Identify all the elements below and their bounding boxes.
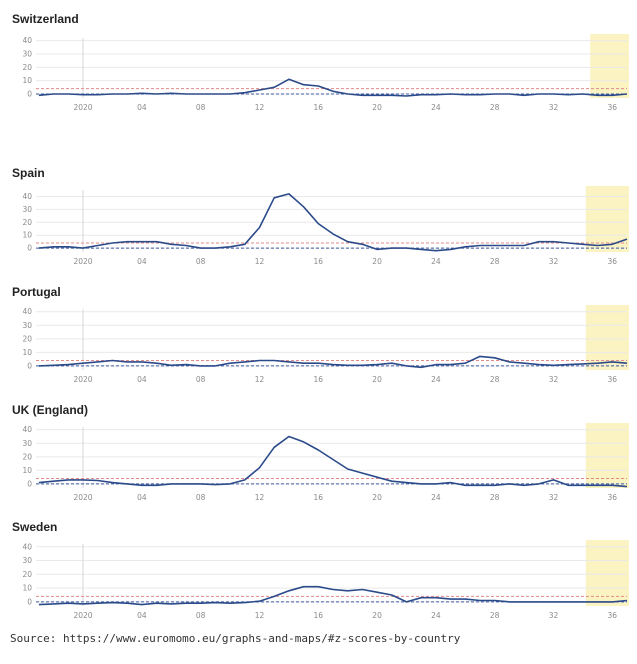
y-tick-label: 40 bbox=[22, 192, 32, 201]
x-tick-label: 08 bbox=[196, 375, 206, 384]
recent-period-shade bbox=[585, 305, 629, 370]
x-tick-label: 36 bbox=[608, 493, 618, 502]
y-tick-label: 20 bbox=[22, 452, 32, 461]
x-tick-label: 20 bbox=[372, 103, 382, 112]
y-tick-label: 10 bbox=[22, 231, 32, 240]
chart-title: Switzerland bbox=[12, 12, 79, 26]
y-tick-label: 30 bbox=[22, 321, 32, 330]
y-tick-label: 20 bbox=[22, 218, 32, 227]
x-tick-label: 12 bbox=[255, 493, 265, 502]
x-tick-label: 12 bbox=[255, 375, 265, 384]
chart-title: Portugal bbox=[12, 285, 61, 299]
x-tick-label: 20 bbox=[372, 375, 382, 384]
y-tick-label: 0 bbox=[27, 90, 32, 99]
x-tick-label: 2020 bbox=[73, 611, 92, 620]
x-tick-label: 12 bbox=[255, 611, 265, 620]
x-tick-label: 04 bbox=[137, 375, 147, 384]
x-tick-label: 32 bbox=[549, 103, 559, 112]
x-tick-label: 28 bbox=[490, 257, 500, 266]
x-tick-label: 04 bbox=[137, 103, 147, 112]
y-tick-label: 10 bbox=[22, 76, 32, 85]
y-tick-label: 30 bbox=[22, 205, 32, 214]
x-tick-label: 08 bbox=[196, 103, 206, 112]
chart-title: Sweden bbox=[12, 520, 58, 534]
recent-period-shade bbox=[585, 540, 629, 606]
x-tick-label: 16 bbox=[313, 375, 323, 384]
series-line bbox=[38, 355, 628, 369]
x-tick-label: 28 bbox=[490, 611, 500, 620]
y-tick-label: 40 bbox=[22, 36, 32, 45]
line-chart: 0 10 20 30 40 2020 04 08 12 16 20 24 28 32 36 bbox=[22, 305, 629, 384]
line-chart: 0 10 20 30 40 2020 04 08 12 16 20 24 28 32 36 bbox=[22, 540, 629, 620]
x-tick-label: 20 bbox=[372, 493, 382, 502]
x-tick-label: 36 bbox=[608, 375, 618, 384]
y-tick-label: 0 bbox=[27, 244, 32, 253]
x-tick-label: 24 bbox=[431, 103, 441, 112]
x-tick-label: 04 bbox=[137, 257, 147, 266]
x-tick-label: 32 bbox=[549, 611, 559, 620]
x-tick-label: 36 bbox=[608, 257, 618, 266]
y-tick-label: 0 bbox=[27, 479, 32, 488]
x-tick-label: 24 bbox=[431, 257, 441, 266]
x-tick-label: 2020 bbox=[73, 103, 92, 112]
y-tick-label: 20 bbox=[22, 63, 32, 72]
y-tick-label: 30 bbox=[22, 556, 32, 565]
x-tick-label: 16 bbox=[313, 103, 323, 112]
y-tick-label: 40 bbox=[22, 542, 32, 551]
series-line bbox=[38, 585, 628, 606]
y-tick-label: 20 bbox=[22, 334, 32, 343]
x-tick-label: 28 bbox=[490, 103, 500, 112]
x-tick-label: 24 bbox=[431, 611, 441, 620]
x-tick-label: 20 bbox=[372, 257, 382, 266]
x-tick-label: 16 bbox=[313, 257, 323, 266]
source-caption: Source: https://www.euromomo.eu/graphs-a… bbox=[10, 632, 461, 645]
y-tick-label: 30 bbox=[22, 439, 32, 448]
y-tick-label: 30 bbox=[22, 50, 32, 59]
x-tick-label: 20 bbox=[372, 611, 382, 620]
x-tick-label: 12 bbox=[255, 103, 265, 112]
x-tick-label: 36 bbox=[608, 103, 618, 112]
x-tick-label: 12 bbox=[255, 257, 265, 266]
x-tick-label: 2020 bbox=[73, 375, 92, 384]
chart-title: UK (England) bbox=[12, 403, 88, 417]
x-tick-label: 32 bbox=[549, 257, 559, 266]
y-tick-label: 10 bbox=[22, 584, 32, 593]
x-tick-label: 36 bbox=[608, 611, 618, 620]
x-tick-label: 2020 bbox=[73, 257, 92, 266]
y-tick-label: 20 bbox=[22, 570, 32, 579]
y-tick-label: 10 bbox=[22, 348, 32, 357]
series-line bbox=[38, 193, 628, 252]
y-tick-label: 0 bbox=[27, 361, 32, 370]
x-tick-label: 08 bbox=[196, 611, 206, 620]
recent-period-shade bbox=[585, 423, 629, 488]
line-chart: 0 10 20 30 40 2020 04 08 12 16 20 24 28 32 36 bbox=[22, 423, 629, 502]
x-tick-label: 32 bbox=[549, 375, 559, 384]
x-tick-label: 28 bbox=[490, 493, 500, 502]
x-tick-label: 08 bbox=[196, 493, 206, 502]
recent-period-shade bbox=[590, 34, 629, 98]
series-line bbox=[38, 78, 628, 97]
x-tick-label: 28 bbox=[490, 375, 500, 384]
x-tick-label: 24 bbox=[431, 493, 441, 502]
x-tick-label: 08 bbox=[196, 257, 206, 266]
line-chart: 0 10 20 30 40 2020 04 08 12 16 20 24 28 32 36 bbox=[22, 186, 629, 266]
x-tick-label: 32 bbox=[549, 493, 559, 502]
chart-title: Spain bbox=[12, 166, 45, 180]
y-tick-label: 40 bbox=[22, 425, 32, 434]
x-tick-label: 16 bbox=[313, 611, 323, 620]
x-tick-label: 04 bbox=[137, 493, 147, 502]
y-tick-label: 40 bbox=[22, 307, 32, 316]
series-line bbox=[38, 435, 628, 488]
x-tick-label: 24 bbox=[431, 375, 441, 384]
x-tick-label: 2020 bbox=[73, 493, 92, 502]
y-tick-label: 10 bbox=[22, 466, 32, 475]
x-tick-label: 04 bbox=[137, 611, 147, 620]
recent-period-shade bbox=[585, 186, 629, 252]
x-tick-label: 16 bbox=[313, 493, 323, 502]
line-chart: 0 10 20 30 40 2020 04 08 12 16 20 24 28 32 36 bbox=[22, 34, 629, 112]
y-tick-label: 0 bbox=[27, 597, 32, 606]
